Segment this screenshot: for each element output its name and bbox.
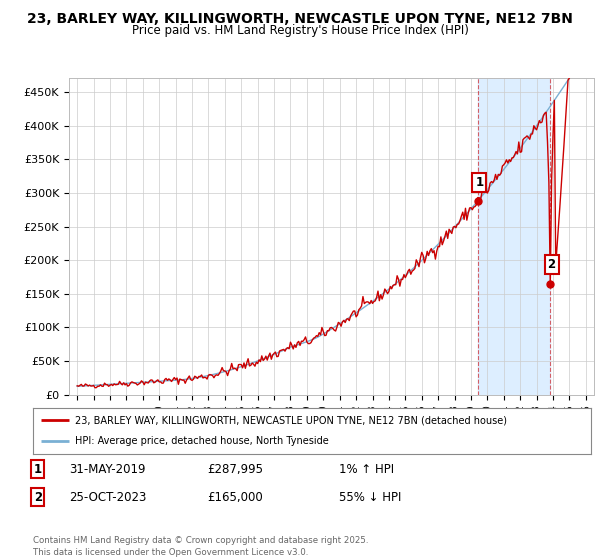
Bar (478, 78, 550, 395)
Text: 23, BARLEY WAY, KILLINGWORTH, NEWCASTLE UPON TYNE, NE12 7BN: 23, BARLEY WAY, KILLINGWORTH, NEWCASTLE … (27, 12, 573, 26)
Text: £165,000: £165,000 (207, 491, 263, 504)
Text: 2: 2 (548, 258, 556, 272)
Text: 1% ↑ HPI: 1% ↑ HPI (339, 463, 394, 476)
Text: 1: 1 (34, 463, 42, 476)
Text: 55% ↓ HPI: 55% ↓ HPI (339, 491, 401, 504)
Text: 31-MAY-2019: 31-MAY-2019 (69, 463, 146, 476)
Text: 23, BARLEY WAY, KILLINGWORTH, NEWCASTLE UPON TYNE, NE12 7BN (detached house): 23, BARLEY WAY, KILLINGWORTH, NEWCASTLE … (75, 415, 507, 425)
Text: Contains HM Land Registry data © Crown copyright and database right 2025.
This d: Contains HM Land Registry data © Crown c… (33, 536, 368, 557)
Text: 2: 2 (34, 491, 42, 504)
Text: Price paid vs. HM Land Registry's House Price Index (HPI): Price paid vs. HM Land Registry's House … (131, 24, 469, 36)
Text: 1: 1 (475, 176, 484, 189)
Text: HPI: Average price, detached house, North Tyneside: HPI: Average price, detached house, Nort… (75, 436, 329, 446)
Text: £287,995: £287,995 (207, 463, 263, 476)
Text: 25-OCT-2023: 25-OCT-2023 (69, 491, 146, 504)
